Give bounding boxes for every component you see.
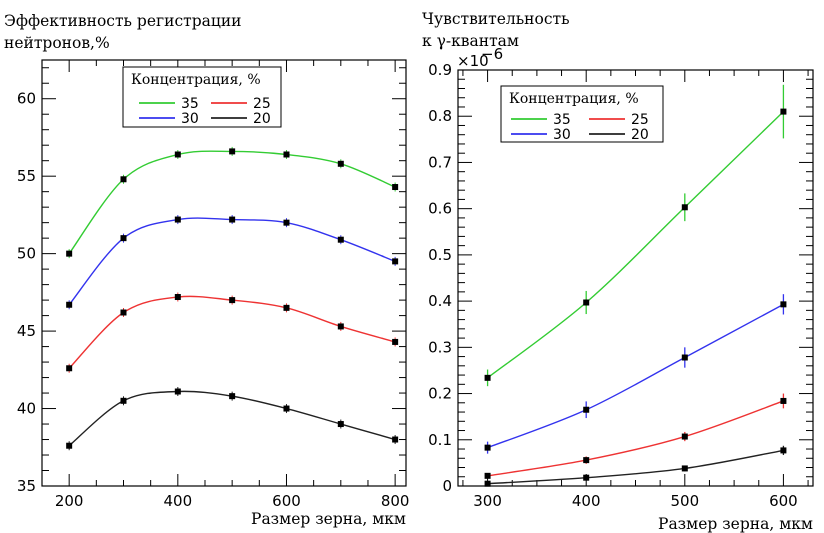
x-tick-label: 600 xyxy=(272,492,301,510)
data-point-marker xyxy=(337,323,344,330)
data-point-marker xyxy=(484,480,491,487)
data-point-marker xyxy=(229,297,236,304)
legend-entry: 35 xyxy=(181,96,199,112)
series-line-35 xyxy=(487,111,784,379)
series-line-25 xyxy=(68,295,396,369)
data-point-marker xyxy=(229,393,236,400)
data-point-marker xyxy=(66,301,73,308)
data-point-marker xyxy=(484,374,491,381)
data-point-marker xyxy=(681,465,688,472)
x-tick-label: 200 xyxy=(55,492,84,510)
data-point-marker xyxy=(780,108,787,115)
data-point-marker xyxy=(229,148,236,155)
x-tick-label: 300 xyxy=(473,492,502,510)
data-point-marker xyxy=(66,442,73,449)
x-tick-label: 800 xyxy=(381,492,410,510)
series-line-30 xyxy=(68,217,396,306)
legend-entry: 20 xyxy=(253,111,271,127)
data-point-marker xyxy=(681,433,688,440)
data-point-marker xyxy=(392,436,399,443)
plot-frame xyxy=(41,59,407,487)
legend-entry: 30 xyxy=(553,127,571,143)
data-point-marker xyxy=(120,397,127,404)
data-point-marker xyxy=(283,151,290,158)
data-point-marker xyxy=(283,405,290,412)
legend-entry: 20 xyxy=(631,127,649,143)
legend-box xyxy=(500,85,664,143)
series-line-30 xyxy=(487,303,784,449)
y-tick-label: 0.3 xyxy=(428,338,452,356)
y-tick-label: 0.8 xyxy=(428,107,452,125)
data-point-marker xyxy=(583,457,590,464)
data-point-marker xyxy=(66,365,73,372)
y-tick-label: 40 xyxy=(17,400,36,418)
data-point-marker xyxy=(583,474,590,481)
y-tick-label: 0.9 xyxy=(428,61,452,79)
legend-title: Концентрация, % xyxy=(509,91,639,107)
legend-entry: 25 xyxy=(631,112,649,128)
data-point-marker xyxy=(392,184,399,191)
series-line-20 xyxy=(487,449,784,485)
series-line-35 xyxy=(68,150,396,255)
y-tick-label: 0.5 xyxy=(428,246,452,264)
data-point-marker xyxy=(120,235,127,242)
x-tick-label: 400 xyxy=(164,492,193,510)
data-point-marker xyxy=(174,216,181,223)
data-point-marker xyxy=(120,309,127,316)
data-point-marker xyxy=(283,304,290,311)
y-tick-label: 0.6 xyxy=(428,200,452,218)
y-tick-label: 60 xyxy=(17,90,36,108)
y-tick-label: 0.7 xyxy=(428,153,452,171)
data-point-marker xyxy=(681,204,688,211)
data-point-marker xyxy=(120,176,127,183)
data-point-marker xyxy=(681,354,688,361)
series-line-25 xyxy=(487,400,784,477)
axis-scale-label: ×10 xyxy=(457,52,489,70)
data-point-marker xyxy=(66,250,73,257)
data-point-marker xyxy=(229,216,236,223)
data-point-marker xyxy=(484,472,491,479)
data-point-marker xyxy=(484,444,491,451)
y-axis-label: Эффективность регистрации xyxy=(4,12,242,30)
y-tick-label: 0.1 xyxy=(428,431,452,449)
y-tick-label: 50 xyxy=(17,245,36,263)
x-tick-label: 400 xyxy=(572,492,601,510)
data-point-marker xyxy=(583,406,590,413)
chart-gamma-sensitivity: 300 400 500 600 0 0.1 0.2 0.3 0.4 0.5 0.6 0.7 0.8 0.9… xyxy=(422,10,814,533)
legend-box xyxy=(122,66,282,128)
legend-entry: 30 xyxy=(181,111,199,127)
y-tick-label: 0.2 xyxy=(428,385,452,403)
legend-entry: 25 xyxy=(253,96,271,112)
y-axis-label: нейтронов,% xyxy=(4,34,110,52)
data-point-marker xyxy=(780,447,787,454)
data-point-marker xyxy=(174,151,181,158)
data-point-marker xyxy=(780,397,787,404)
axis-scale-exponent: −6 xyxy=(481,45,503,63)
x-tick-label: 500 xyxy=(670,492,699,510)
y-axis-label: к γ-квантам xyxy=(422,32,519,50)
y-axis-label: Чувствительность xyxy=(422,10,570,28)
data-point-marker xyxy=(174,294,181,301)
y-tick-label: 0 xyxy=(442,477,452,495)
chart-neutron-efficiency: 200 400 600 800 35 40 45 50 55 60 Эффективность ре… xyxy=(4,12,409,528)
data-point-marker xyxy=(780,301,787,308)
y-tick-label: 0.4 xyxy=(428,292,452,310)
x-tick-label: 600 xyxy=(769,492,798,510)
data-point-marker xyxy=(174,388,181,395)
data-point-marker xyxy=(392,338,399,345)
data-point-marker xyxy=(392,258,399,265)
legend-entry: 35 xyxy=(553,112,571,128)
data-point-marker xyxy=(337,236,344,243)
legend-title: Концентрация, % xyxy=(131,72,261,88)
y-tick-label: 35 xyxy=(17,477,36,495)
data-point-marker xyxy=(583,299,590,306)
x-axis-label: Размер зерна, мкм xyxy=(251,510,406,528)
x-axis-label: Размер зерна, мкм xyxy=(658,515,813,533)
y-tick-label: 45 xyxy=(17,322,36,340)
data-point-marker xyxy=(283,219,290,226)
data-point-marker xyxy=(337,160,344,167)
data-point-marker xyxy=(337,421,344,428)
y-tick-label: 55 xyxy=(17,167,36,185)
